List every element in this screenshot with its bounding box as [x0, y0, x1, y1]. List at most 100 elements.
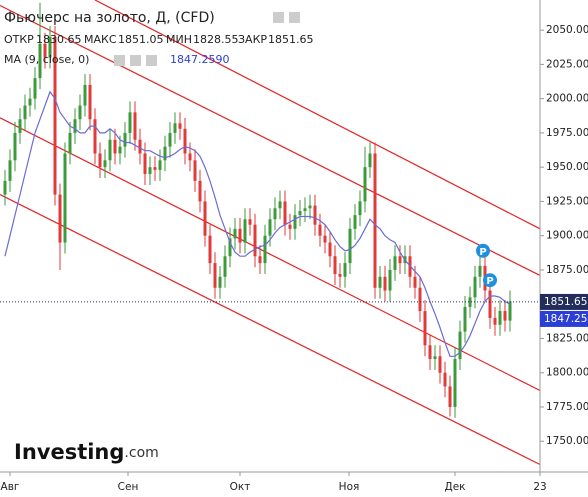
logo-text: Investing	[14, 440, 124, 464]
logo-suffix: .com	[124, 445, 158, 461]
candle-body	[393, 256, 397, 270]
settings-icon[interactable]	[114, 55, 125, 66]
candle-body	[8, 160, 12, 181]
candle-body	[468, 297, 472, 307]
candle-body	[213, 263, 217, 288]
candle-body	[48, 36, 52, 58]
candle-body	[453, 359, 457, 407]
candle-body	[128, 112, 132, 133]
candle-body	[308, 205, 312, 209]
ohlc-label: МАКС	[84, 33, 117, 46]
logo: Investing.com	[14, 440, 159, 464]
candle-body	[178, 123, 182, 129]
candle-body	[508, 301, 512, 321]
candle-body	[378, 276, 382, 288]
ohlc-label: ОТКР	[4, 33, 34, 46]
candle-body	[13, 132, 17, 161]
ma-last-tag	[540, 310, 588, 327]
candle-body	[313, 205, 317, 225]
ma-line	[4, 90, 511, 357]
channel-line	[0, 117, 541, 392]
header: Фьючерс на золото, Д, (CFD) ОТКР 1830.65…	[4, 10, 314, 66]
candle-body	[303, 208, 307, 212]
candle-body	[33, 78, 37, 99]
close-icon[interactable]	[289, 12, 300, 23]
candle-body	[263, 235, 267, 264]
candle-body	[338, 274, 342, 277]
candle-body	[328, 242, 332, 257]
y-tick-label: 1775.00	[546, 401, 588, 413]
candle-body	[298, 211, 302, 216]
candle-body	[428, 345, 432, 360]
x-tick-label: Авг	[1, 481, 20, 493]
event-marker-label: P	[486, 276, 493, 287]
candle-body	[158, 160, 162, 170]
candle-body	[18, 119, 22, 133]
candle-body	[108, 139, 112, 161]
event-marker	[476, 243, 490, 258]
ohlc-value: 1851.65	[268, 33, 314, 46]
close-icon[interactable]	[146, 55, 157, 66]
candle-body	[318, 224, 322, 236]
candle-body	[368, 153, 372, 168]
candle-body	[418, 287, 422, 312]
candle-body	[373, 153, 377, 288]
candle-body	[28, 98, 32, 106]
event-marker	[483, 273, 497, 288]
candle-body	[198, 180, 202, 202]
candle-body	[448, 386, 452, 407]
last-price-tag	[540, 293, 588, 310]
x-tick-label: Дек	[444, 481, 465, 493]
candle-body	[493, 317, 497, 325]
event-marker-label: P	[479, 247, 486, 258]
candle-body	[58, 194, 62, 243]
candle-body	[233, 228, 237, 239]
candle-body	[333, 256, 337, 275]
candle-body	[253, 224, 257, 257]
candle-body	[503, 311, 507, 321]
candle-body	[363, 167, 367, 202]
x-tick-label: 23	[533, 481, 546, 493]
candle-body	[498, 311, 502, 325]
candle-body	[123, 132, 127, 147]
y-tick-label: 1975.00	[546, 127, 588, 139]
candle-body	[383, 276, 387, 291]
ma-value: 1847.2590	[170, 53, 230, 66]
ohlc-value: 1851.05	[118, 33, 164, 46]
candle-body	[433, 356, 437, 360]
candle-body	[118, 146, 122, 154]
candle-body	[183, 128, 187, 154]
candle-body	[73, 119, 77, 133]
channel-line	[0, 194, 541, 466]
candle-body	[443, 372, 447, 387]
candle-body	[143, 153, 147, 175]
candle-body	[458, 331, 462, 360]
x-tick-label: Окт	[230, 481, 251, 493]
candle-body	[103, 160, 107, 168]
y-tick-label: 2025.00	[546, 58, 588, 70]
candle-body	[473, 276, 477, 298]
candle-body	[388, 269, 392, 291]
candle-body	[463, 306, 467, 332]
candle-body	[488, 290, 492, 318]
plot-area	[0, 0, 541, 466]
ohlc-label: МИН	[166, 33, 192, 46]
ohlc-value: 1830.65	[36, 33, 82, 46]
candle-body	[228, 238, 232, 257]
settings-icon[interactable]	[273, 12, 284, 23]
channel-line	[94, 0, 541, 230]
chart-title: Фьючерс на золото, Д, (CFD)	[4, 10, 215, 26]
candle-body	[478, 265, 482, 277]
candle-body	[193, 160, 197, 181]
hide-icon[interactable]	[130, 55, 141, 66]
candle-body	[398, 256, 402, 264]
y-tick-label: 1900.00	[546, 230, 588, 242]
y-tick-label: 1800.00	[546, 367, 588, 379]
candle-body	[173, 123, 177, 133]
candle-body	[78, 105, 82, 120]
candle-body	[293, 215, 297, 229]
candle-body	[98, 153, 102, 168]
candle-body	[68, 132, 72, 154]
